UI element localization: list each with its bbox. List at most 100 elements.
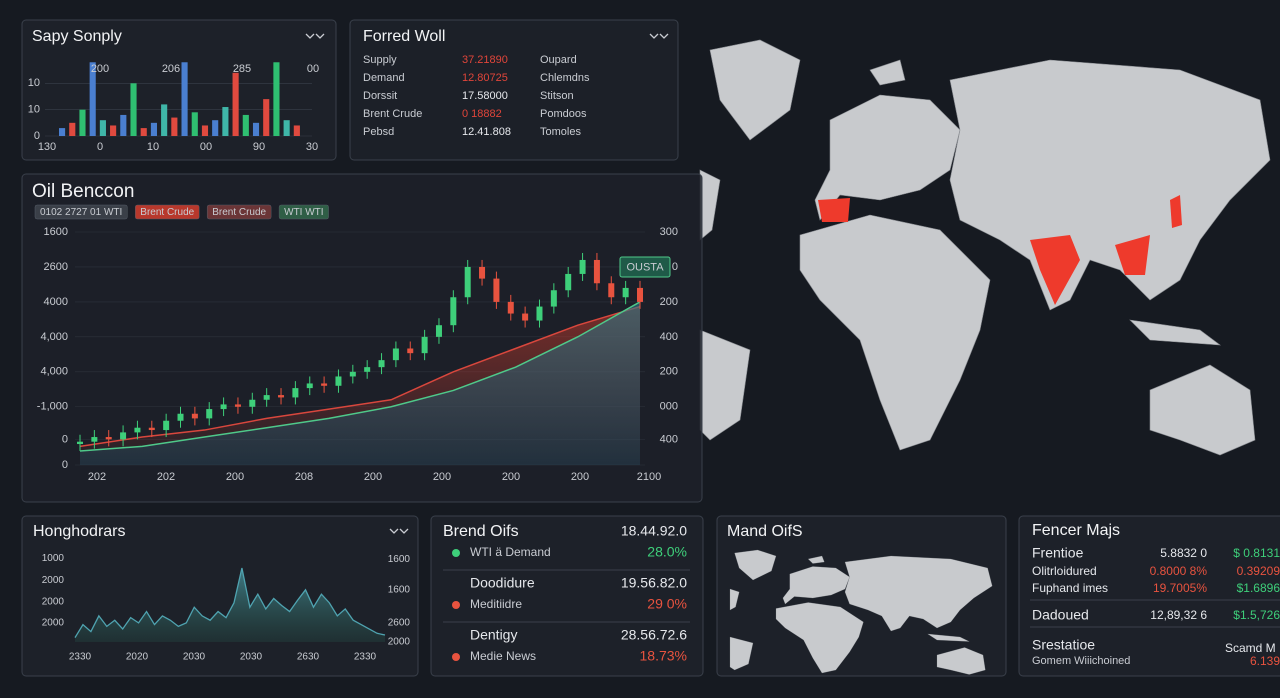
label: Tomoles — [540, 126, 581, 138]
label: Dorssit — [363, 90, 397, 102]
value: 12.80725 — [462, 72, 508, 84]
label: Pomdoos — [540, 108, 587, 120]
candle-body — [335, 376, 342, 386]
candle-body — [507, 301, 514, 314]
x-tick-label: 00 — [200, 141, 212, 153]
annotation: 206 — [162, 63, 180, 75]
annotation: 285 — [233, 63, 251, 75]
x-tick-label: 2030 — [240, 652, 263, 663]
legend-swatch — [135, 204, 200, 220]
y2-tick-label: 400 — [660, 433, 678, 445]
bar — [59, 128, 66, 136]
y2-tick-label: 000 — [660, 401, 678, 413]
x-tick-label: 202 — [157, 471, 175, 483]
panel-title: Mand OifS — [727, 523, 803, 540]
y2-tick-label: 300 — [660, 226, 678, 238]
bar — [69, 122, 76, 136]
candle-body — [378, 360, 385, 368]
x-tick-label: 200 — [571, 471, 589, 483]
bar — [293, 125, 300, 136]
panel-title: Honghodrars — [33, 523, 126, 540]
row-cell: 5.8832 0 — [1160, 546, 1207, 560]
x-tick-label: 208 — [295, 471, 313, 483]
label: Chlemdns — [540, 72, 590, 84]
row-cell: 19.7005% — [1153, 581, 1207, 595]
y-tick-label: 4,000 — [40, 366, 68, 378]
y2-tick-label: 200 — [660, 296, 678, 308]
candle-body — [479, 266, 486, 279]
candle-body — [105, 437, 112, 440]
candle-body — [77, 441, 83, 445]
row-name: Olitrloidured — [1032, 564, 1097, 578]
candle-body — [163, 420, 170, 431]
y2-tick-label: 400 — [660, 331, 678, 343]
y2-tick-label: 2600 — [388, 618, 411, 629]
y-tick-label: 1000 — [42, 553, 65, 564]
candle-body — [206, 409, 213, 419]
bar — [150, 122, 157, 136]
area — [75, 568, 385, 642]
row-name: Srestatioe — [1032, 637, 1095, 653]
row-name: Frentioe — [1032, 545, 1084, 561]
row-change: 29 0% — [647, 596, 687, 612]
y2-tick-label: 0 — [672, 261, 678, 273]
row-icon — [452, 601, 460, 609]
value: 0 18882 — [462, 108, 502, 120]
bar — [161, 104, 168, 136]
x-tick-label: 202 — [88, 471, 106, 483]
value: 12.41.808 — [462, 126, 511, 138]
legend-swatch — [34, 204, 128, 220]
world-map — [699, 39, 1271, 456]
y-tick-label: 4000 — [44, 296, 68, 308]
x-tick-label: 200 — [433, 471, 451, 483]
candle-body — [421, 336, 428, 354]
x-tick-label: 2030 — [183, 652, 206, 663]
value: 17.58000 — [462, 90, 508, 102]
row-title: Dentigy — [470, 627, 517, 643]
candle-body — [148, 427, 155, 431]
candle-body — [522, 313, 529, 321]
x-tick-label: 200 — [226, 471, 244, 483]
candle-body — [349, 371, 356, 377]
candle-body — [407, 348, 414, 354]
row-subtitle: Meditiidre — [470, 597, 522, 611]
x-tick-label: 200 — [502, 471, 520, 483]
line — [74, 567, 386, 638]
candle-body — [220, 404, 227, 410]
candle-body — [579, 259, 586, 274]
label: Brent Crude — [363, 108, 422, 120]
brend-panel — [430, 515, 704, 677]
bar — [181, 62, 188, 137]
panel-title: Sapy Sonply — [32, 28, 122, 45]
bar — [201, 125, 209, 136]
bar — [89, 62, 96, 137]
row-cell: $1.5,726 — [1233, 608, 1280, 622]
row-cell: 0.8000 8% — [1150, 564, 1208, 578]
row-subtitle: WTI ä Demand — [470, 545, 551, 559]
y-tick-label: -1,000 — [37, 401, 68, 413]
x-tick-label: 90 — [253, 141, 265, 153]
area — [80, 301, 640, 465]
label: Pebsd — [363, 126, 394, 138]
candle-body — [364, 367, 371, 372]
row-title: Doodidure — [470, 575, 535, 591]
y-tick-label: 10 — [28, 104, 40, 116]
row-name: Dadoued — [1032, 607, 1089, 623]
row-subtitle: Medie News — [470, 649, 536, 663]
legend-label: 0102 2727 01 WTI — [40, 207, 122, 218]
y-tick-label: 10 — [28, 77, 40, 89]
dropdown-icons[interactable] — [305, 33, 669, 534]
x-tick-label: 200 — [364, 471, 382, 483]
y-tick-label: 2000 — [42, 575, 65, 586]
bar — [79, 109, 86, 136]
y-tick-label: 0 — [62, 433, 68, 445]
bar — [171, 117, 178, 136]
bar — [212, 120, 219, 136]
row-value: 19.56.82.0 — [621, 575, 687, 591]
row-change: 28.0% — [647, 544, 687, 560]
label: Stitson — [540, 90, 574, 102]
legend-swatch — [278, 204, 329, 220]
candle-body — [622, 287, 629, 298]
candle-body — [278, 395, 285, 398]
panel-title: Fencer Majs — [1032, 522, 1120, 539]
